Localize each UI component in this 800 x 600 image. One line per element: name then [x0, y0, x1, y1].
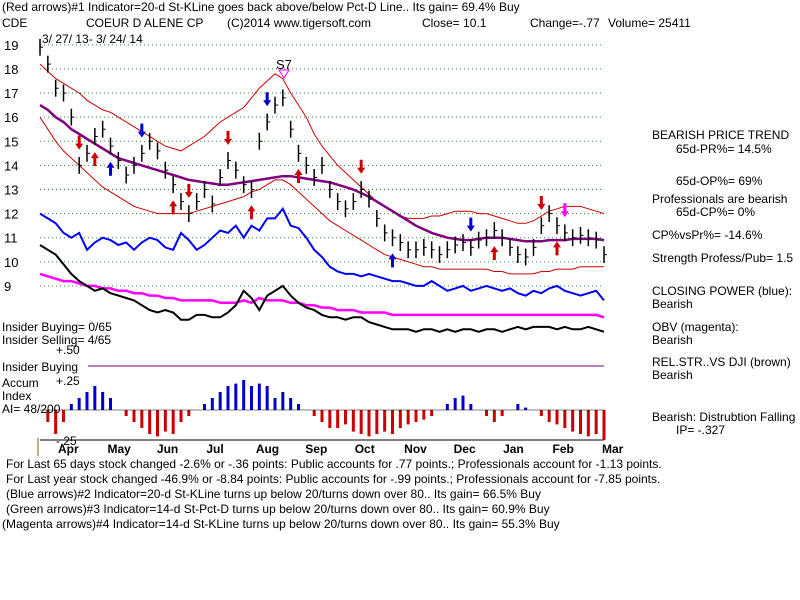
cpvspr-value: CP%vsPr%= -14.6%	[652, 228, 763, 242]
closing-power-value: Bearish	[652, 297, 693, 311]
signal-arrow	[247, 205, 256, 220]
y-tick-label: 13	[4, 182, 18, 197]
relstr-value: Bearish	[652, 368, 693, 382]
month-label: Mar	[602, 442, 624, 456]
relstr-label: REL.STR..VS DJI (brown)	[652, 355, 791, 369]
change-value: Change=-.77	[530, 16, 600, 30]
footer-line5: (Magenta arrows)#4 Indicator=14-d St-KLi…	[2, 517, 560, 531]
close-value: Close= 10.1	[422, 16, 487, 30]
signal-arrows	[37, 69, 569, 456]
y-tick-label: 17	[4, 86, 18, 101]
month-label: Oct	[355, 442, 375, 456]
copyright: (C)2014 www.tigersoft.com	[227, 16, 372, 30]
signal-arrow	[263, 92, 272, 107]
cp-value: 65d-CP%= 0%	[676, 205, 756, 219]
signal-arrow	[137, 123, 146, 138]
rel-str-line	[39, 244, 605, 333]
grid: 9 10 11 12 13 14 15 16 17 18 19 Apr May Jun Jul Aug Sep O…	[4, 38, 624, 456]
month-label: Jan	[503, 442, 524, 456]
month-label: Nov	[404, 442, 427, 456]
accum-minus25: -.25	[56, 434, 77, 448]
signal-arrow	[224, 130, 232, 145]
closing-power-label: CLOSING POWER (blue):	[652, 284, 793, 298]
signal-arrow	[357, 159, 366, 174]
signal-arrow	[90, 152, 99, 167]
symbol: CDE	[2, 16, 28, 30]
signal-arrow	[466, 217, 475, 232]
signal-arrow	[553, 241, 561, 256]
footer-line1: For Last 65 days stock changed -2.6% or …	[6, 457, 662, 471]
y-tick-label: 15	[4, 134, 18, 149]
date-range: 3/ 27/ 13- 3/ 24/ 14	[42, 32, 143, 46]
ai-value: AI= 48/200	[2, 402, 61, 416]
s7-marker	[278, 69, 290, 79]
volume-value: Volume= 25411	[608, 16, 691, 30]
series-layer	[39, 38, 607, 440]
y-tick-label: 16	[4, 110, 18, 125]
index-label: Index	[2, 389, 32, 403]
insider-buying-ratio: Insider Buying= 0/65	[2, 320, 112, 334]
upper-band-line	[39, 63, 605, 224]
trend-title: BEARISH PRICE TREND	[652, 128, 790, 142]
pros-bearish: Professionals are bearish	[652, 192, 788, 206]
signal-arrow	[106, 161, 115, 176]
insider-buying-label: Insider Buying	[2, 360, 79, 374]
accum-plus25: +.25	[56, 374, 80, 388]
distribution-label: Bearish: Distrubtion Falling	[652, 410, 796, 424]
signal-arrow	[184, 183, 193, 198]
month-label: Jun	[157, 442, 178, 456]
footer-line2: For Last year stock changed -46.9% or -8…	[6, 472, 661, 486]
month-label: Sep	[305, 442, 327, 456]
lower-band-line	[39, 116, 604, 275]
month-label: Dec	[454, 442, 476, 456]
y-tick-label: 10	[4, 255, 18, 270]
footer-line3: (Blue arrows)#2 Indicator=20-d St-KLine …	[6, 487, 541, 501]
month-label: Apr	[58, 442, 79, 456]
ip-value: IP= -.327	[676, 423, 726, 437]
month-label: Feb	[553, 442, 574, 456]
month-label: May	[107, 442, 131, 456]
y-tick-label: 18	[4, 62, 18, 77]
signal-arrow	[560, 203, 569, 218]
signal-arrow	[294, 169, 303, 184]
closing-power-line	[39, 206, 605, 302]
y-tick-label: 14	[4, 158, 18, 173]
obv-value: Bearish	[652, 333, 693, 347]
obv-label: OBV (magenta):	[652, 320, 739, 334]
month-label: Jul	[206, 442, 223, 456]
y-tick-label: 11	[4, 231, 18, 246]
signal-arrow	[75, 135, 84, 150]
month-label: Aug	[256, 442, 279, 456]
y-tick-label: 9	[4, 279, 11, 294]
signal-arrow	[537, 195, 546, 210]
pr-value: 65d-PR%= 14.5%	[676, 142, 772, 156]
signal-arrow	[490, 246, 499, 261]
op-value: 65d-OP%= 69%	[676, 174, 763, 188]
footer-line4: (Green arrows)#3 Indicator=14-d St-Pct-D…	[6, 502, 550, 516]
header-line1: (Red arrows)#1 Indicator=20-d St-KLine g…	[2, 0, 520, 14]
signal-label: S7	[276, 57, 292, 72]
strength-value: Strength Profess/Pub= 1.5	[652, 251, 794, 265]
signal-arrow	[169, 200, 178, 215]
y-tick-label: 12	[4, 207, 18, 222]
accum-plus50: +.50	[56, 343, 80, 357]
company-name: COEUR D ALENE CP	[86, 16, 204, 30]
insider-selling-ratio: Insider Selling= 4/65	[2, 333, 112, 347]
accum-label: Accum	[2, 376, 39, 390]
y-tick-label: 19	[4, 38, 18, 53]
obv-line	[39, 272, 605, 319]
signal-arrow	[388, 253, 397, 268]
